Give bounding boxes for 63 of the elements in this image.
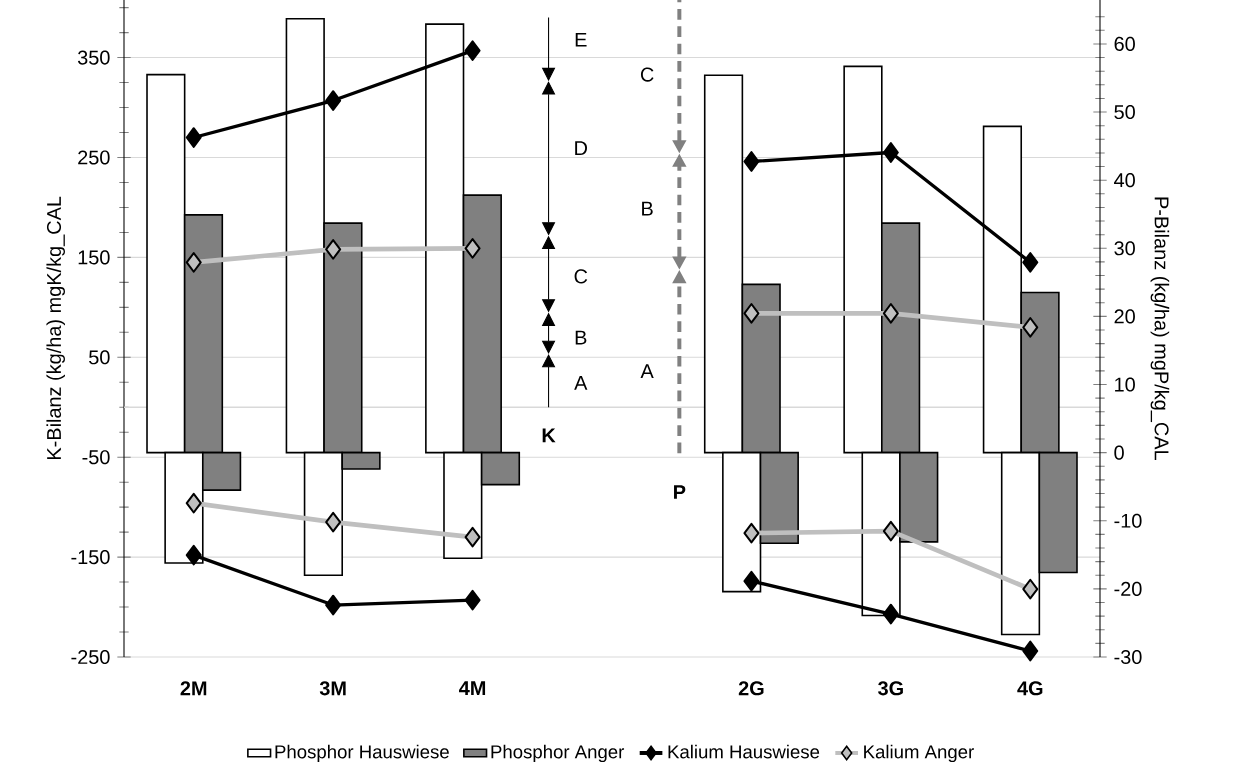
y2-tick-label: 0 (1114, 445, 1124, 460)
point (464, 40, 481, 61)
x-tick-label: 2M (180, 681, 207, 696)
point (743, 151, 760, 172)
x-tick-label: 3M (319, 681, 346, 696)
y-tick-label: -150 (71, 550, 110, 565)
point (185, 252, 202, 273)
annotation: B (642, 201, 653, 216)
x-tick-label: 2G (738, 681, 764, 696)
legend-label: Phosphor Hauswiese (275, 744, 449, 763)
y2-tick-label: -20 (1114, 581, 1142, 596)
point (185, 492, 202, 514)
y2-axis-title: P-Bilanz (kg/ha) mgP/kg_CAL (1150, 197, 1170, 460)
annotation: C (574, 269, 588, 284)
annotation: D (575, 141, 588, 156)
annotation: A (640, 364, 654, 378)
legend-label: Kalium Hauswiese (668, 744, 820, 759)
point (1022, 252, 1039, 273)
point (325, 511, 342, 533)
point (743, 303, 760, 324)
point (743, 522, 760, 544)
annotation: C (640, 67, 654, 82)
annotation: K (542, 428, 556, 443)
y-tick-label: 150 (78, 250, 110, 265)
point (882, 603, 899, 625)
point (882, 303, 899, 324)
point (464, 238, 481, 259)
y2-tick-label: 10 (1115, 377, 1135, 392)
point (464, 589, 481, 611)
point (743, 570, 760, 592)
y2-tick-label: 20 (1114, 309, 1135, 324)
point (325, 594, 342, 616)
y-tick-label: -50 (82, 450, 110, 465)
point (1022, 640, 1039, 662)
y2-tick-label: -10 (1114, 513, 1142, 528)
point (325, 239, 342, 260)
y-tick-label: -250 (71, 649, 110, 665)
point (1022, 316, 1039, 338)
y2-tick-label: 40 (1114, 173, 1135, 188)
y2-tick-label: 60 (1114, 36, 1135, 51)
annotation: B (575, 330, 587, 345)
point (1022, 578, 1039, 600)
point (185, 544, 202, 566)
point (882, 142, 899, 163)
x-tick-label: 4G (1017, 681, 1043, 696)
y2-tick-label: 30 (1114, 241, 1135, 256)
y-tick-label: 350 (77, 50, 110, 65)
annotation: A (574, 376, 588, 390)
legend-label: Phosphor Anger (491, 744, 625, 763)
x-tick-label: 3G (878, 681, 903, 696)
y2-tick-label: 50 (1114, 104, 1135, 120)
y2-tick-label: -30 (1114, 649, 1142, 665)
point (325, 90, 342, 111)
annotation: P (674, 485, 686, 499)
legend-label: Kalium Anger (864, 744, 974, 763)
y-tick-label: 50 (89, 350, 110, 365)
x-tick-label: 4M (459, 681, 486, 695)
y-axis-title: K-Bilanz (kg/ha) mgK/kg_CAL (46, 196, 65, 460)
point (882, 520, 899, 542)
annotation: E (575, 32, 587, 47)
point (185, 127, 202, 148)
point (464, 526, 481, 548)
y-tick-label: 250 (78, 150, 110, 165)
